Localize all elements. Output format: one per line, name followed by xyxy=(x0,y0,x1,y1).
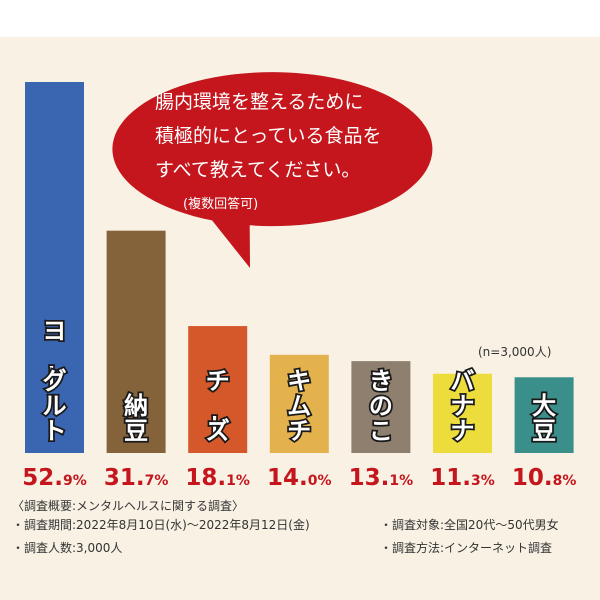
bar-2 xyxy=(106,230,166,453)
value-label-5: 13.1% xyxy=(349,465,414,491)
category-label-3: チーズ xyxy=(200,367,230,445)
question-line-1: 腸内環境を整えるために xyxy=(155,91,363,113)
value-labels-group: 52.9% 31.7% 18.1% 14.0% 13.1% 11.3% 10.8% xyxy=(22,465,576,491)
footer-summary: 〈調査概要:メンタルヘルスに関する調査〉 xyxy=(12,499,245,513)
value-label-3: 18.1% xyxy=(185,465,250,491)
question-bubble: 腸内環境を整えるために 積極的にとっている食品を すべて教えてください。 (複数… xyxy=(112,72,433,268)
category-label-4: キムチ xyxy=(287,367,311,445)
bar-7 xyxy=(514,377,574,453)
value-label-6: 11.3% xyxy=(430,465,495,491)
speech-bubble-shape xyxy=(112,72,433,268)
footer-target: ・調査対象:全国20代〜50代男女 xyxy=(380,518,559,532)
bar-6 xyxy=(433,373,492,453)
question-line-3: すべて教えてください。 xyxy=(155,159,360,181)
category-label-7: 大豆 xyxy=(532,392,556,445)
bar-5 xyxy=(351,361,411,453)
value-label-1: 52.9% xyxy=(22,465,87,491)
value-label-2: 31.7% xyxy=(104,465,169,491)
value-label-7: 10.8% xyxy=(512,465,577,491)
bar-3 xyxy=(188,326,248,453)
question-note: (複数回答可) xyxy=(183,196,258,212)
category-label-6: バナナ xyxy=(451,367,475,445)
footer-people: ・調査人数:3,000人 xyxy=(12,541,123,555)
sample-size-note: (n=3,000人) xyxy=(478,345,551,359)
question-line-2: 積極的にとっている食品を xyxy=(155,125,381,147)
bar-4 xyxy=(269,354,329,453)
bar-1 xyxy=(25,82,84,453)
value-label-4: 14.0% xyxy=(267,465,332,491)
category-label-5: きのこ xyxy=(369,367,393,445)
footer-period: ・調査期間:2022年8月10日(水)〜2022年8月12日(金) xyxy=(12,518,310,532)
category-label-2: 納豆 xyxy=(124,392,148,445)
footer-method: ・調査方法:インターネット調査 xyxy=(380,541,553,555)
category-label-1: ヨーグルト xyxy=(37,317,67,445)
